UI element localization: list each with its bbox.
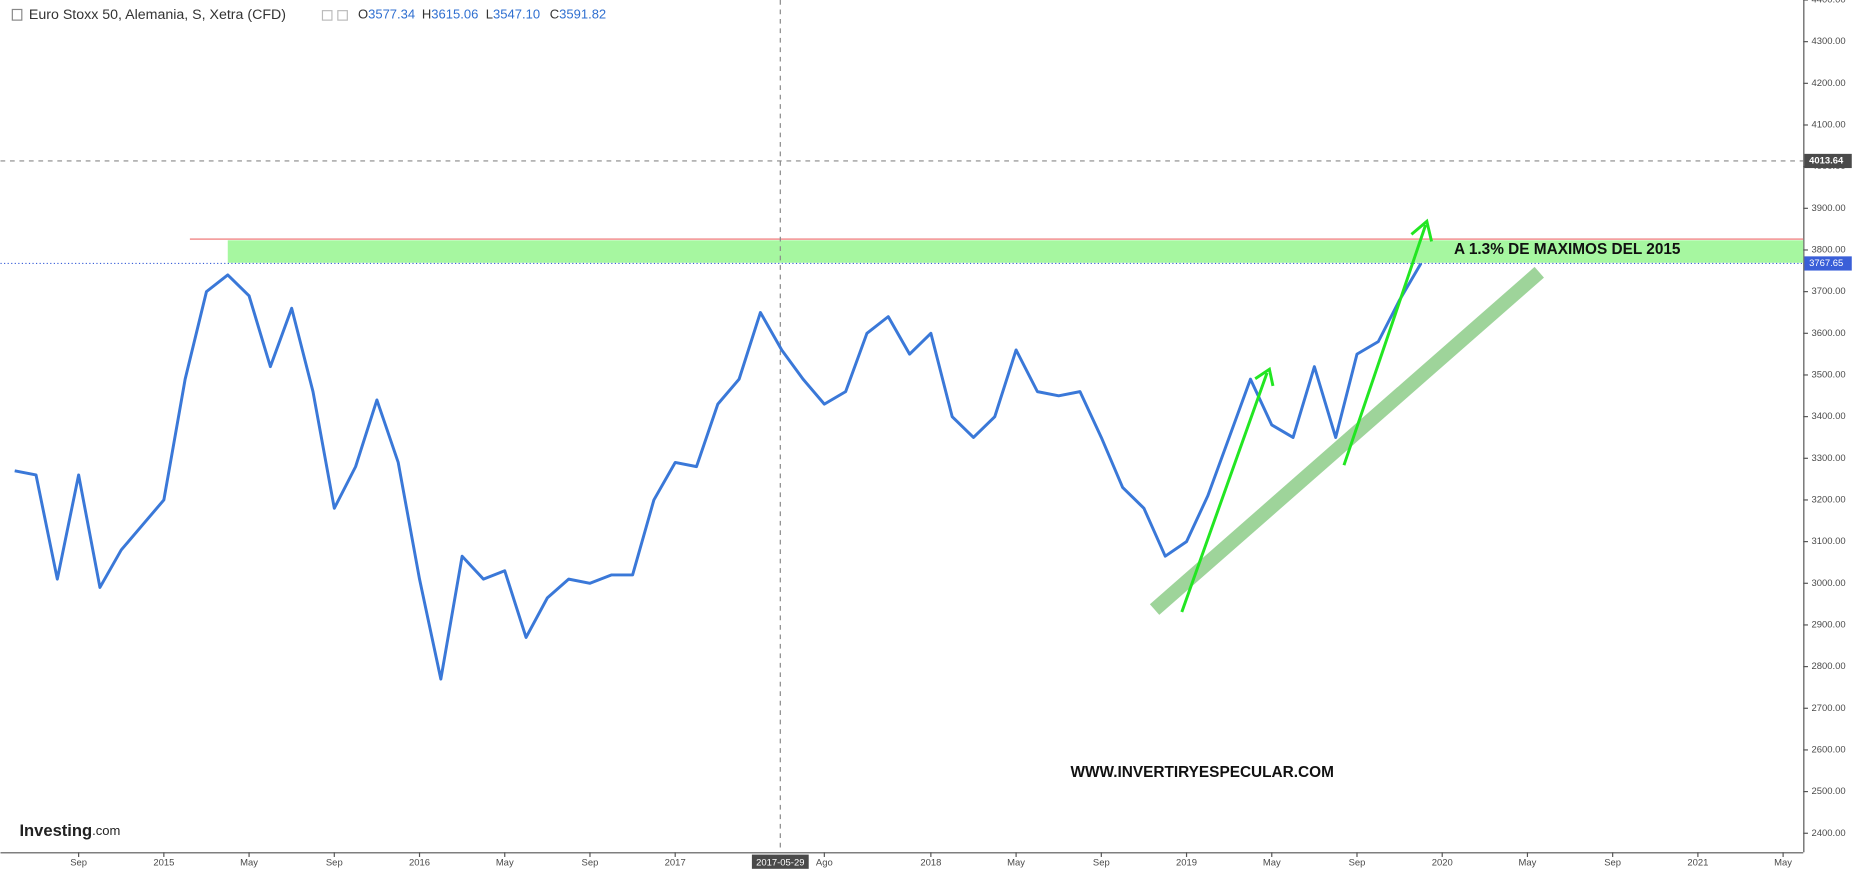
y-tick-label: 4300.00 (1812, 36, 1846, 47)
legend: Euro Stoxx 50, Alemania, S, Xetra (CFD) … (11, 7, 606, 23)
y-tick-label: 4400.00 (1812, 0, 1846, 6)
brand-suffix: .com (92, 824, 120, 839)
resistance-zone (227, 240, 1804, 263)
x-tick-label: 2020 (1432, 857, 1453, 868)
collapse-icon[interactable] (11, 8, 23, 21)
y-tick-label: 3000.00 (1812, 578, 1846, 589)
annotation: A 1.3% DE MAXIMOS DEL 2015 (1454, 241, 1681, 258)
x-tick-label: May (1774, 857, 1792, 868)
arrow-head (1410, 218, 1434, 242)
ohlc-item: H3615.06 (422, 7, 478, 22)
drawings (1149, 218, 1544, 615)
price-line (14, 262, 1423, 681)
y-tick-label: 3700.00 (1812, 286, 1846, 297)
y-tick-label: 2700.00 (1812, 703, 1846, 714)
y-tick-label: 3300.00 (1812, 453, 1846, 464)
crosshair-x-label: 2017-05-29 (756, 857, 804, 868)
x-tick-label: 2016 (409, 857, 430, 868)
x-tick-label: May (1007, 857, 1025, 868)
plot (0, 0, 1804, 853)
y-tick-label: 4200.00 (1812, 78, 1846, 89)
ohlc: O3577.34 H3615.06 L3547.10 C3591.82 (358, 7, 606, 22)
ohlc-item: C3591.82 (550, 7, 606, 22)
brand-name: Investing (19, 821, 92, 840)
ohlc-value: 3591.82 (559, 7, 606, 22)
x-tick-label: May (1519, 857, 1537, 868)
drawings-under (189, 238, 1804, 263)
watermark: WWW.INVERTIRYESPECULAR.COM (1071, 764, 1334, 781)
y-tick-label: 3500.00 (1812, 369, 1846, 380)
x-tick-label: Sep (1349, 857, 1366, 868)
y-tick-label: 3900.00 (1812, 203, 1846, 214)
y-tick-label: 2600.00 (1812, 744, 1846, 755)
x-tick-label: Sep (1604, 857, 1621, 868)
y-tick-label: 3200.00 (1812, 494, 1846, 505)
y-tick-label: 3800.00 (1812, 244, 1846, 255)
y-tick-label: 2500.00 (1812, 786, 1846, 797)
crosshair-y-box (1804, 153, 1852, 169)
x-tick-label: 2018 (920, 857, 941, 868)
y-tick-label: 4100.00 (1812, 119, 1846, 130)
last-price-label: 3767.65 (1809, 258, 1843, 269)
x-tick-label: 2021 (1687, 857, 1708, 868)
x-tick-label: 2017 (665, 857, 686, 868)
last-price-box (1804, 256, 1852, 271)
settings-icon[interactable] (337, 10, 348, 21)
trend-arrow (1342, 224, 1428, 466)
x-tick-label: Sep (582, 857, 599, 868)
brand: Investing.com (19, 821, 120, 840)
crosshair-y-label: 4013.64 (1809, 155, 1844, 166)
ohlc-item: O3577.34 (358, 7, 415, 22)
ohlc-value: 3577.34 (368, 7, 415, 22)
x-tick-label: 2019 (1176, 857, 1197, 868)
trend-arrow (1180, 372, 1269, 613)
x-tick-label: 2015 (153, 857, 174, 868)
ohlc-key: C (550, 7, 559, 22)
ohlc-key: L (486, 7, 493, 22)
ohlc-item: L3547.10 (486, 7, 540, 22)
ohlc-value: 3615.06 (431, 7, 478, 22)
ohlc-key: O (358, 7, 368, 22)
toggle-icon[interactable] (321, 10, 333, 21)
y-tick-label: 3600.00 (1812, 328, 1846, 339)
y-tick-label: 2400.00 (1812, 828, 1846, 839)
arrow-head (1254, 366, 1275, 387)
y-tick-label: 3100.00 (1812, 536, 1846, 547)
trend-channel (1149, 266, 1544, 615)
y-tick-label: 3400.00 (1812, 411, 1846, 422)
y-tick-label: 2900.00 (1812, 619, 1846, 630)
ohlc-key: H (422, 7, 431, 22)
x-tick-label: May (240, 857, 258, 868)
y-tick-label: 2800.00 (1812, 661, 1846, 672)
x-tick-label: Sep (1093, 857, 1110, 868)
x-tick-label: Sep (326, 857, 343, 868)
symbol-title: Euro Stoxx 50, Alemania, S, Xetra (CFD) (29, 7, 286, 23)
crosshair-x-box (751, 854, 809, 869)
ohlc-value: 3547.10 (493, 7, 540, 22)
x-tick-label: May (1263, 857, 1281, 868)
x-tick-label: Ago (816, 857, 833, 868)
x-tick-label: Sep (70, 857, 87, 868)
x-tick-label: May (496, 857, 514, 868)
